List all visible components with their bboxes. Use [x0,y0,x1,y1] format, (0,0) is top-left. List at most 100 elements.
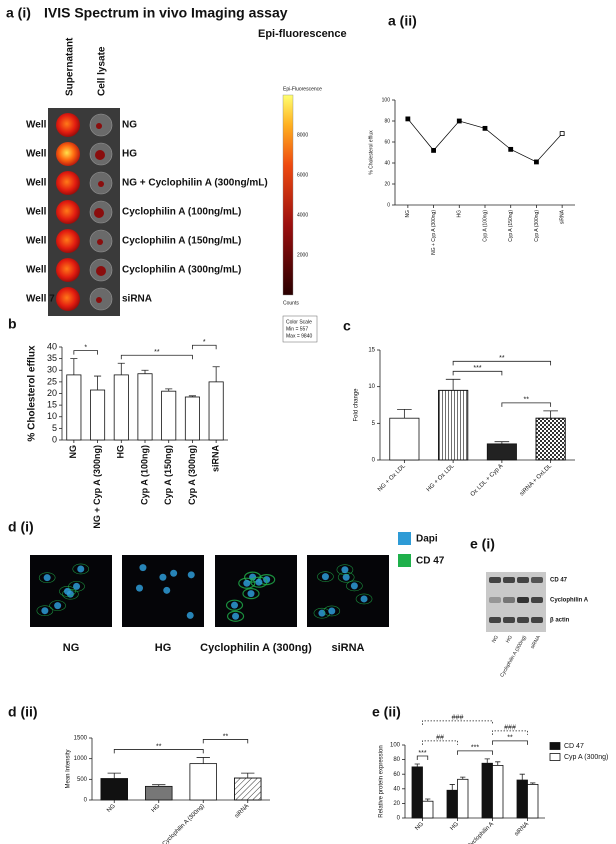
colorbar-tick: 6000 [297,172,308,178]
error-bar [241,772,255,779]
nucleus [163,586,171,594]
column-label: Cell lysate [97,46,108,96]
blot-band [531,577,543,583]
color-scale-line: Min = 557 [286,326,308,332]
error-bar [70,358,78,375]
error-bar [165,388,173,392]
significance-bracket [422,720,493,725]
y-tick-label: 40 [47,341,57,351]
bar [161,390,177,441]
bar-pattern [438,389,469,461]
panel-label: e (i) [470,536,495,552]
cd47-signal [36,605,54,617]
y-tick-label: 100 [390,743,401,749]
lysate-signal [97,239,103,245]
panel-label: a (ii) [388,13,417,29]
error-bar [494,441,510,444]
error-bar [188,395,196,397]
error-bar [495,761,501,766]
bar [486,443,517,461]
line [407,118,563,163]
bar [516,779,528,819]
bar [446,789,458,819]
colorbar-tick: 8000 [297,132,308,138]
image-label: NG [63,642,80,654]
cd47-signal [323,605,341,617]
error-bar [425,798,431,802]
y-tick-label: 40 [393,786,400,792]
y-tick-label: 0 [387,202,390,208]
x-tick-label: siRNA + OxLDL [519,463,554,498]
well-label: Well [26,149,47,160]
nucleus [232,612,240,620]
nucleus [255,578,263,586]
point [559,131,565,137]
nucleus [186,611,194,619]
blot-band [517,577,529,583]
error-bar [107,772,121,779]
blot-band [503,617,515,623]
significance-bracket [202,739,249,744]
significance-bracket [73,350,98,355]
significance-bracket [113,749,204,754]
supernatant-well [56,171,80,195]
significance-label: ### [452,715,464,722]
x-tick-label: NG [106,803,117,814]
x-tick-label: NG [414,821,425,832]
nucleus [54,602,62,610]
image-label: siRNA [331,642,364,654]
y-tick-label: 15 [47,400,57,410]
y-tick-label: 10 [47,411,57,421]
y-tick-label: 500 [77,777,88,783]
colorbar-title: Epi-Fluorescence [283,86,322,92]
y-tick-label: 0 [372,458,376,464]
cd47-signal [68,581,85,592]
y-tick-label: 0 [84,798,88,804]
lane-label: siRNA [530,634,543,650]
bar [113,374,129,441]
well-label: Well [26,265,47,276]
bar [137,373,153,441]
significance-label: ** [154,349,160,356]
legend-label: Dapi [416,534,438,545]
row-label: Cyclophilin A (150ng/mL) [122,236,241,247]
x-tick-label: HG + Ox LDL [426,463,456,493]
error-bar [445,378,461,391]
supernatant-well [56,113,80,137]
nucleus [73,582,81,590]
significance-bracket [492,740,528,745]
bar [481,762,493,819]
x-tick-label: NG + Cyp A (300ng) [431,210,437,255]
error-bar [94,375,102,391]
y-tick-label: 100 [382,97,391,103]
x-tick-label: Cyp A (100ng) [139,445,149,505]
nucleus [77,565,85,573]
lysate-signal [96,123,102,129]
error-bar [519,773,525,781]
lane-label: Cyclophilin A (300ng) [499,634,528,678]
y-tick-label: 20 [384,181,390,187]
blot-band [503,577,515,583]
legend-label: Cyp A (300ng) [564,754,608,761]
nucleus [247,590,255,598]
bar [208,381,224,441]
lysate-signal [96,266,106,276]
x-tick-label: NG [68,445,78,459]
y-tick-label: 10 [368,384,375,390]
significance-bracket [416,755,429,760]
well-label: Well 7 [26,294,55,305]
nucleus [342,573,350,581]
y-tick-label: 1500 [74,736,88,742]
blot-band [503,597,515,603]
blot-band [489,597,501,603]
error-bar [414,763,420,767]
cd47-signal [225,599,244,611]
cd47-signal [336,564,354,575]
y-axis-label: Relative protein expression [379,745,385,817]
cd47-signal [238,577,256,589]
y-tick-label: 40 [384,160,390,166]
error-bar [484,758,490,764]
significance-bracket [120,354,193,360]
cd47-signal [49,600,66,611]
